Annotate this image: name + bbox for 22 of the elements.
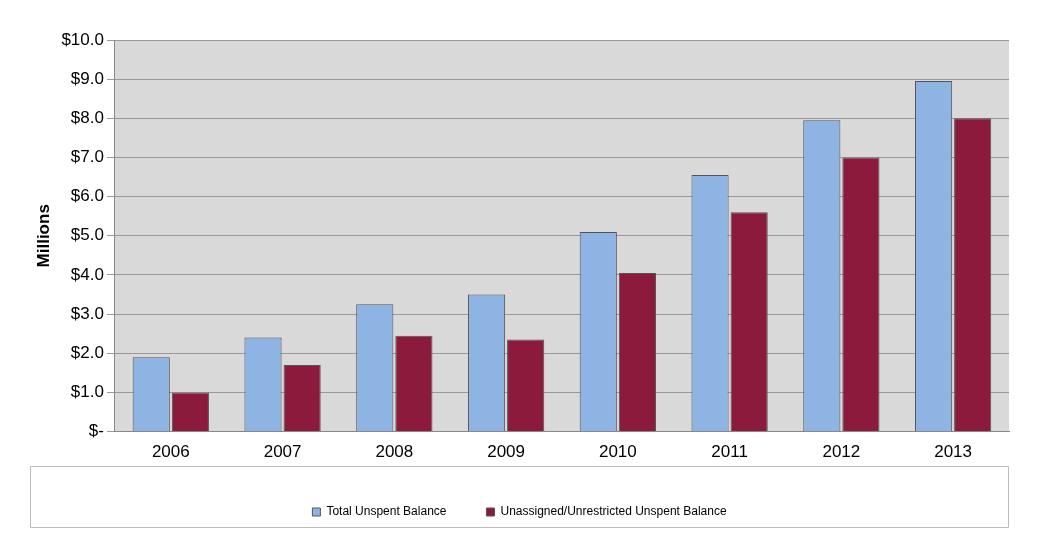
y-tick-label: $8.0 <box>70 108 104 128</box>
x-tick-label: 2012 <box>822 442 861 462</box>
y-tick-label: $3.0 <box>70 303 104 323</box>
y-tick-label: $- <box>88 421 104 441</box>
x-tick-label: 2013 <box>934 442 973 462</box>
y-tick-label: $10.0 <box>61 29 104 49</box>
y-tick-label: $5.0 <box>70 225 104 245</box>
y-tick-label: $6.0 <box>70 186 104 206</box>
legend-label: Total Unspent Balance <box>326 504 447 519</box>
y-tick-label: $2.0 <box>70 342 104 362</box>
y-tick-label: $9.0 <box>70 68 104 88</box>
x-tick-label: 2008 <box>375 442 414 462</box>
x-tick-label: 2007 <box>263 442 302 462</box>
x-tick-label: 2006 <box>151 442 190 462</box>
x-tick-label: 2010 <box>598 442 637 462</box>
x-tick-label: 2009 <box>487 442 526 462</box>
y-tick-label: $1.0 <box>70 382 104 402</box>
y-tick-label: $4.0 <box>70 264 104 284</box>
y-axis-title: Millions <box>33 204 53 268</box>
y-tick-label: $7.0 <box>70 147 104 167</box>
x-tick-label: 2011 <box>711 442 748 462</box>
legend-label: Unassigned/Unrestricted Unspent Balance <box>500 504 727 519</box>
